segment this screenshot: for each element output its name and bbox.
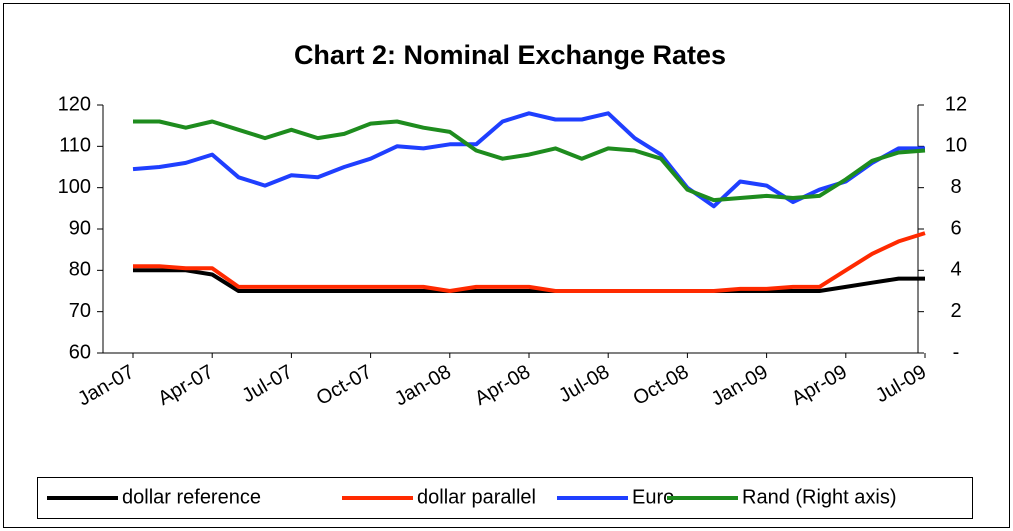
series-line (133, 231, 926, 293)
series-line (133, 119, 926, 203)
y-tick-label: 100 (58, 176, 91, 198)
y-tick-label: 90 (69, 217, 91, 239)
legend-box (37, 477, 973, 519)
series-line (132, 111, 925, 209)
y2-tick-label: 6 (950, 217, 961, 239)
y-tick-label: 60 (69, 341, 91, 363)
y2-tick-label: 8 (950, 176, 961, 198)
y2-tick-label: 4 (950, 259, 961, 281)
y-tick-label: 110 (59, 135, 91, 157)
y2-tick-label: - (953, 341, 960, 363)
chart-title: Chart 2: Nominal Exchange Rates (294, 40, 726, 70)
y-tick-label: 80 (69, 259, 91, 281)
y2-tick-label: 10 (945, 135, 967, 157)
legend-label: dollar reference (122, 486, 261, 508)
y-tick-label: 120 (58, 93, 91, 115)
legend-label: dollar parallel (417, 486, 536, 508)
legend-label: Euro (632, 486, 674, 508)
y2-tick-label: 12 (945, 93, 967, 115)
series-line (133, 268, 925, 293)
y2-tick-label: 2 (950, 300, 961, 322)
y-tick-label: 70 (69, 300, 91, 322)
legend-label: Rand (Right axis) (742, 486, 897, 508)
